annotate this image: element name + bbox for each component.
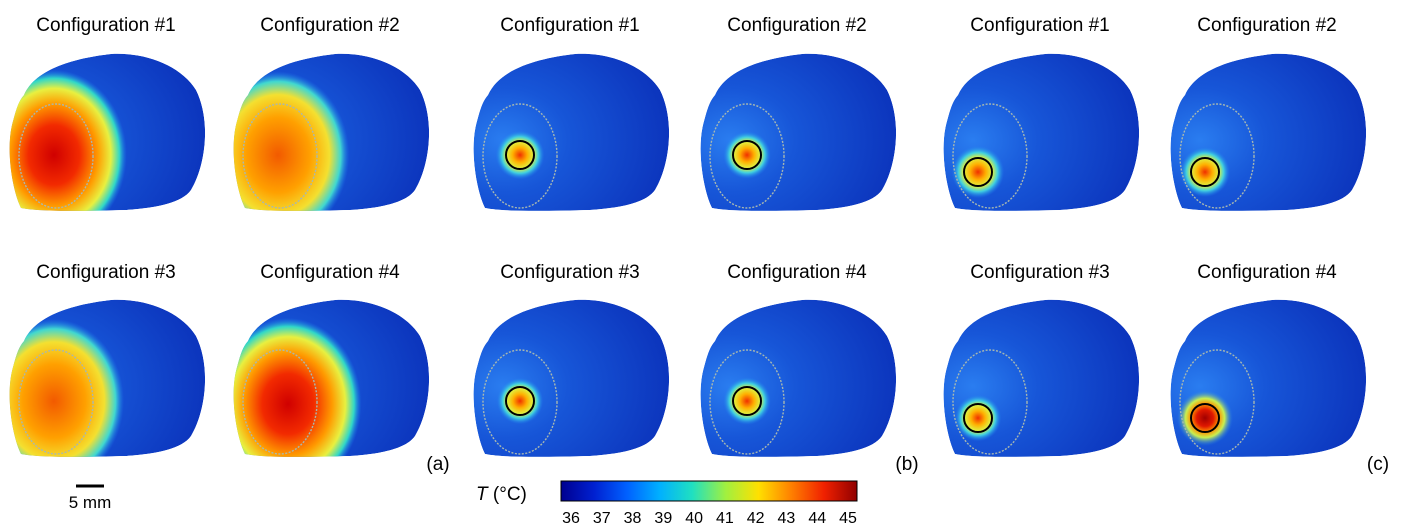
- focus-marker: [732, 386, 762, 416]
- scale-bar: 5 mm: [69, 484, 112, 512]
- thermal-map: [1170, 299, 1367, 457]
- tumor-outline: [709, 103, 785, 209]
- config-cell: Configuration #2: [700, 15, 897, 211]
- heat-region: [723, 131, 771, 179]
- panel-a: Configuration #1 Configuration #2 Configur…: [9, 15, 450, 475]
- panel-c: Configuration #1 Configuration #2 Configur…: [943, 15, 1389, 475]
- config-title: Configuration #4: [260, 262, 400, 283]
- heat-region: [9, 69, 127, 211]
- colorbar-tick-label: 41: [716, 510, 734, 527]
- colorbar-tick-label: 45: [839, 510, 857, 527]
- heat-region: [233, 317, 362, 457]
- tumor-outline: [952, 103, 1028, 209]
- heat-region: [495, 130, 545, 180]
- colorbar-title: T (°C): [476, 484, 527, 505]
- heat-region: [233, 71, 350, 211]
- config-cell: Configuration #4: [1170, 262, 1367, 457]
- focus-marker: [1190, 403, 1220, 433]
- colorbar-tick-label: 37: [593, 510, 611, 527]
- config-title: Configuration #1: [970, 15, 1109, 36]
- colorbar-title-unit: (°C): [488, 484, 527, 505]
- tumor-outline: [242, 349, 318, 455]
- config-title: Configuration #2: [727, 15, 866, 36]
- panel-label: (a): [426, 454, 449, 475]
- colorbar-title-symbol: T: [476, 484, 489, 505]
- colorbar-tick-label: 39: [654, 510, 672, 527]
- tumor-outline: [18, 103, 94, 209]
- heat-region: [9, 319, 124, 457]
- tumor-outline: [482, 349, 558, 455]
- config-cell: Configuration #3: [9, 262, 206, 457]
- heat-region: [951, 145, 1005, 199]
- panels-group: Configuration #1 Configuration #2 Configur…: [9, 15, 1389, 475]
- heat-region: [1177, 390, 1233, 446]
- heat-region: [1180, 147, 1230, 197]
- thermal-map: [943, 299, 1140, 457]
- heat-region: [954, 394, 1002, 442]
- tumor-outline: [709, 349, 785, 455]
- focus-marker: [505, 140, 535, 170]
- config-title: Configuration #3: [500, 262, 639, 283]
- colorbar-tick-label: 38: [624, 510, 642, 527]
- config-cell: Configuration #1: [473, 15, 670, 211]
- thermal-map: [9, 53, 206, 211]
- focus-marker: [963, 403, 993, 433]
- panel-label: (b): [895, 454, 918, 475]
- config-title: Configuration #4: [1197, 262, 1337, 283]
- config-cell: Configuration #3: [943, 262, 1140, 457]
- focus-marker: [1190, 157, 1220, 187]
- tumor-outline: [1179, 103, 1255, 209]
- focus-marker: [732, 140, 762, 170]
- heat-region: [723, 377, 771, 425]
- config-cell: Configuration #1: [943, 15, 1140, 211]
- thermal-map: [473, 299, 670, 457]
- colorbar-gradient: [560, 480, 858, 502]
- colorbar: T (°C) 36 37 38 39 40 41 42 43 44 45: [476, 480, 858, 527]
- config-title: Configuration #2: [260, 15, 399, 36]
- config-cell: Configuration #3: [473, 262, 670, 457]
- focus-marker: [505, 386, 535, 416]
- colorbar-tick-label: 43: [778, 510, 796, 527]
- config-cell: Configuration #4: [700, 262, 897, 457]
- thermal-map: [473, 53, 670, 211]
- config-title: Configuration #3: [36, 262, 175, 283]
- config-cell: Configuration #4: [233, 262, 430, 457]
- tumor-outline: [482, 103, 558, 209]
- colorbar-tick-label: 36: [562, 510, 580, 527]
- config-cell: Configuration #2: [1170, 15, 1367, 211]
- config-title: Configuration #2: [1197, 15, 1336, 36]
- config-title: Configuration #3: [970, 262, 1109, 283]
- tumor-outline: [1179, 349, 1255, 455]
- thermal-map: [1170, 53, 1367, 211]
- colorbar-tick-label: 40: [685, 510, 703, 527]
- thermal-map: [233, 299, 430, 457]
- thermal-map: [700, 53, 897, 211]
- scale-bar-label: 5 mm: [69, 493, 112, 512]
- colorbar-tick-label: 44: [808, 510, 826, 527]
- panel-label: (c): [1367, 454, 1389, 475]
- tumor-outline: [242, 103, 318, 209]
- thermal-map: [943, 53, 1140, 211]
- config-title: Configuration #1: [500, 15, 639, 36]
- heat-region: [496, 377, 544, 425]
- thermal-map: [9, 299, 206, 457]
- config-title: Configuration #4: [727, 262, 867, 283]
- colorbar-tick-label: 42: [747, 510, 765, 527]
- focus-marker: [963, 157, 993, 187]
- panel-b: Configuration #1 Configuration #2 Configur…: [473, 15, 919, 475]
- colorbar-ticks: 36 37 38 39 40 41 42 43 44 45: [562, 510, 857, 527]
- tumor-outline: [952, 349, 1028, 455]
- thermal-map: [700, 299, 897, 457]
- tumor-outline: [18, 349, 94, 455]
- config-cell: Configuration #1: [9, 15, 206, 211]
- thermal-map: [233, 53, 430, 211]
- config-cell: Configuration #2: [233, 15, 430, 211]
- config-title: Configuration #1: [36, 15, 175, 36]
